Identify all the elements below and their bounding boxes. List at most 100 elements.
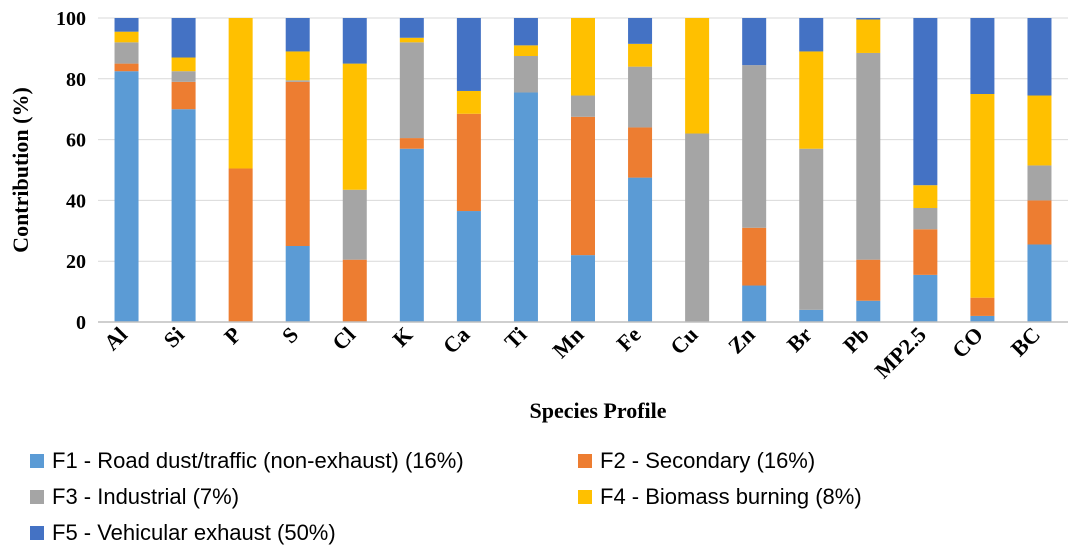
x-tick-label: Cl: [327, 322, 360, 355]
bar-segment-K-f5: [399, 18, 424, 38]
bar-segment-P-f2: [228, 168, 253, 322]
x-tick-label: Cu: [665, 322, 703, 360]
x-tick-label: S: [277, 322, 303, 348]
bar-segment-Zn-f3: [742, 65, 767, 228]
bar-segment-Ti-f5: [513, 18, 538, 46]
bar-segment-Ti-f4: [513, 45, 538, 56]
bar-segment-Br-f4: [799, 51, 824, 149]
bar-segment-Pb-f3: [856, 52, 881, 260]
x-tick-label: Al: [99, 322, 132, 355]
bar-segment-Al-f3: [114, 42, 139, 64]
x-tick-label: P: [219, 322, 246, 349]
bar-segment-MP2.5-f3: [913, 208, 938, 230]
y-tick-label: 100: [56, 8, 86, 30]
legend-item-f4: F4 - Biomass burning (8%): [578, 484, 862, 510]
bar-segment-S-f3: [285, 80, 310, 82]
bar-segment-Br-f3: [799, 148, 824, 310]
y-tick-labels: 0 20 40 60 80 100: [56, 8, 86, 334]
y-axis-title: Contribution (%): [8, 87, 33, 253]
bar-segment-MP2.5-f1: [913, 274, 938, 322]
bar-segment-Ca-f4: [456, 90, 481, 114]
x-tick-label: MP2.5: [870, 322, 931, 383]
bar-segment-Pb-f5: [856, 18, 881, 20]
legend-item-f2: F2 - Secondary (16%): [578, 448, 815, 474]
bar-segment-Al-f5: [114, 18, 139, 32]
x-tick-label: Pb: [838, 322, 874, 358]
y-tick-label: 80: [66, 69, 86, 91]
bar-segment-S-f5: [285, 18, 310, 52]
x-tick-label: Ti: [499, 322, 531, 354]
bar-segment-Cl-f3: [342, 189, 367, 260]
bar-segment-Pb-f1: [856, 300, 881, 322]
bar-segment-Mn-f3: [571, 95, 595, 117]
bar-segment-CO-f1: [970, 315, 995, 322]
legend-label-f2: F2 - Secondary (16%): [600, 448, 816, 473]
bar-segment-Cu-f4: [685, 18, 710, 134]
bar-segment-CO-f2: [970, 297, 995, 316]
legend-label-f5: F5 - Vehicular exhaust (50%): [52, 520, 336, 545]
bar-segment-Al-f2: [114, 63, 139, 72]
x-tick-label: Fe: [612, 322, 646, 356]
bar-segment-Fe-f1: [628, 177, 653, 322]
y-tick-label: 60: [66, 130, 86, 152]
x-tick-label: Mn: [548, 322, 589, 363]
bar-segment-S-f4: [285, 51, 310, 81]
bar-segment-Ti-f1: [513, 92, 538, 322]
bar-segment-Ca-f2: [456, 113, 481, 212]
bar-segment-K-f1: [399, 148, 424, 322]
bar-segment-Zn-f2: [742, 227, 767, 286]
y-tick-label: 0: [76, 312, 86, 334]
bar-segment-K-f2: [399, 138, 424, 149]
legend-item-f1: F1 - Road dust/traffic (non-exhaust) (16…: [30, 448, 464, 474]
bar-segment-K-f4: [399, 37, 424, 43]
legend-swatch-f5: [30, 526, 44, 540]
bar-segment-Br-f1: [799, 309, 824, 322]
x-tick-label: Br: [782, 322, 817, 357]
bar-segment-Al-f4: [114, 31, 139, 43]
bar-segment-Fe-f2: [628, 127, 653, 178]
bar-segment-Si-f1: [171, 109, 196, 322]
bar-segment-S-f1: [285, 246, 310, 322]
legend-swatch-f1: [30, 454, 44, 468]
bar-segment-Pb-f2: [856, 259, 881, 301]
bar-segment-Zn-f1: [742, 285, 767, 322]
bar-segment-K-f3: [399, 42, 424, 139]
bar-segment-Si-f3: [171, 71, 196, 82]
bar-segment-P-f4: [228, 18, 253, 169]
y-tick-label: 20: [66, 251, 86, 273]
chart: 0 20 40 60 80 100 Al Si P S Cl K Ca Ti Mn Fe Cu Zn Br PbMP…: [8, 8, 1068, 423]
y-tick-label: 40: [66, 190, 86, 212]
legend-item-f3: F3 - Industrial (7%): [30, 484, 239, 510]
bar-segment-Mn-f4: [571, 18, 595, 96]
bar-segment-Ca-f5: [456, 18, 481, 91]
bar-segment-S-f2: [285, 81, 310, 246]
bar-segment-Mn-f2: [571, 116, 595, 256]
bar-segment-MP2.5-f4: [913, 185, 938, 208]
bars: [114, 18, 1052, 322]
bar-segment-Cu-f3: [685, 133, 710, 322]
bar-segment-Cl-f4: [342, 63, 367, 190]
legend-label-f1: F1 - Road dust/traffic (non-exhaust) (16…: [52, 448, 464, 473]
legend-swatch-f2: [578, 454, 592, 468]
bar-segment-BC-f3: [1027, 165, 1052, 201]
bar-segment-Zn-f5: [742, 18, 767, 66]
bar-segment-MP2.5-f5: [913, 18, 938, 186]
x-tick-label: Zn: [723, 322, 760, 359]
bar-segment-Cl-f2: [342, 259, 367, 322]
bar-segment-Si-f2: [171, 81, 196, 110]
legend-swatch-f4: [578, 490, 592, 504]
bar-segment-Si-f5: [171, 18, 196, 58]
bar-segment-Fe-f4: [628, 43, 653, 67]
bar-segment-BC-f2: [1027, 200, 1052, 245]
bar-segment-Mn-f1: [571, 255, 595, 322]
bar-segment-Br-f5: [799, 18, 824, 52]
bar-segment-MP2.5-f2: [913, 229, 938, 275]
bar-segment-CO-f4: [970, 94, 995, 298]
x-tick-label: CO: [947, 322, 988, 363]
bar-segment-Cl-f5: [342, 18, 367, 64]
bar-segment-Fe-f5: [628, 18, 653, 44]
bar-segment-BC-f4: [1027, 95, 1052, 166]
x-tick-label: K: [388, 322, 418, 352]
bar-segment-Ti-f3: [513, 56, 538, 93]
